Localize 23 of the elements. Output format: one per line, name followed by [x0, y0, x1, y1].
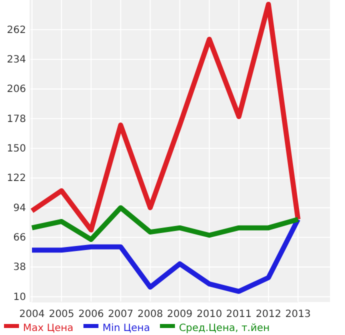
- x-tick-label: 2007: [108, 309, 134, 320]
- y-tick-label: 38: [13, 262, 26, 274]
- x-tick-label: 2004: [19, 309, 45, 320]
- y-tick-label: 10: [13, 292, 26, 303]
- y-tick-label: 178: [6, 114, 26, 125]
- x-tick-label: 2013: [285, 309, 311, 320]
- y-tick-label: 150: [6, 144, 26, 155]
- legend-label: Сред.Цена, т.йен: [178, 323, 270, 334]
- y-tick-label: 262: [6, 24, 26, 36]
- y-tick-label: 206: [6, 84, 26, 96]
- legend-label: Min Цена: [102, 323, 150, 334]
- x-tick-label: 2011: [226, 309, 252, 320]
- x-tick-label: 2009: [167, 309, 193, 320]
- x-tick-label: 2005: [48, 309, 74, 320]
- x-tick-label: 2006: [78, 309, 104, 320]
- y-tick-label: 94: [13, 202, 26, 214]
- x-tick-label: 2008: [137, 309, 163, 320]
- x-tick-label: 2012: [256, 309, 282, 320]
- y-tick-label: 234: [6, 54, 26, 66]
- y-tick-label: 66: [13, 232, 26, 244]
- y-tick-label: 122: [6, 173, 26, 184]
- legend-label: Max Цена: [23, 323, 74, 334]
- x-tick-label: 2010: [196, 309, 222, 320]
